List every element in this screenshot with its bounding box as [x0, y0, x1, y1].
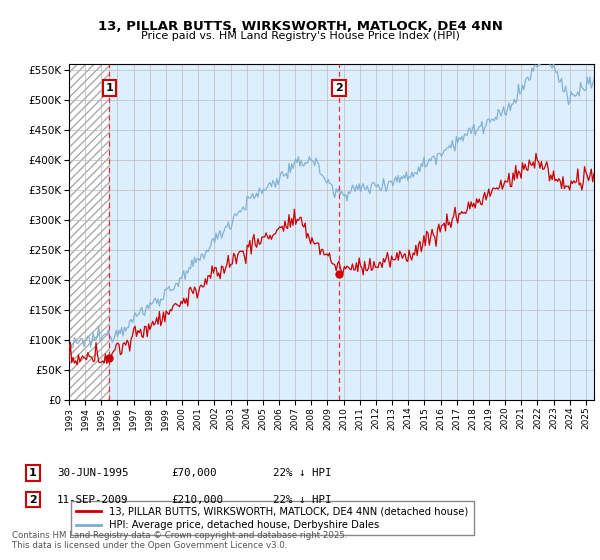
Text: Price paid vs. HM Land Registry's House Price Index (HPI): Price paid vs. HM Land Registry's House … — [140, 31, 460, 41]
Legend: 13, PILLAR BUTTS, WIRKSWORTH, MATLOCK, DE4 4NN (detached house), HPI: Average pr: 13, PILLAR BUTTS, WIRKSWORTH, MATLOCK, D… — [71, 501, 473, 535]
Text: 11-SEP-2009: 11-SEP-2009 — [57, 494, 128, 505]
Text: 22% ↓ HPI: 22% ↓ HPI — [273, 494, 331, 505]
Text: 30-JUN-1995: 30-JUN-1995 — [57, 468, 128, 478]
Text: 1: 1 — [29, 468, 37, 478]
Text: 2: 2 — [335, 83, 343, 93]
Bar — [69, 64, 109, 400]
Text: Contains HM Land Registry data © Crown copyright and database right 2025.
This d: Contains HM Land Registry data © Crown c… — [12, 530, 347, 550]
Text: £210,000: £210,000 — [171, 494, 223, 505]
Text: 2: 2 — [29, 494, 37, 505]
Text: 1: 1 — [106, 83, 113, 93]
Text: 22% ↓ HPI: 22% ↓ HPI — [273, 468, 331, 478]
Text: £70,000: £70,000 — [171, 468, 217, 478]
Text: 13, PILLAR BUTTS, WIRKSWORTH, MATLOCK, DE4 4NN: 13, PILLAR BUTTS, WIRKSWORTH, MATLOCK, D… — [98, 20, 502, 32]
